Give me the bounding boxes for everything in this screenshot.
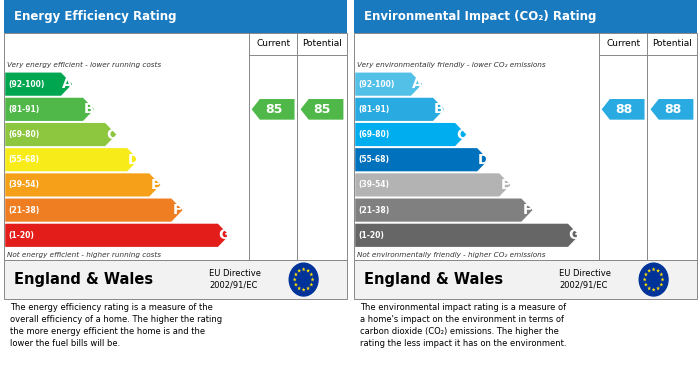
Text: A: A xyxy=(62,77,73,91)
Text: Current: Current xyxy=(606,39,641,48)
Polygon shape xyxy=(5,123,116,146)
Polygon shape xyxy=(5,148,139,171)
Text: G: G xyxy=(218,228,230,242)
Bar xyxy=(354,33,696,260)
Text: 85: 85 xyxy=(314,103,331,116)
Polygon shape xyxy=(355,73,422,96)
Polygon shape xyxy=(5,173,160,197)
Text: C: C xyxy=(456,127,466,142)
Text: (1-20): (1-20) xyxy=(8,231,34,240)
Text: EU Directive
2002/91/EC: EU Directive 2002/91/EC xyxy=(209,269,261,290)
Polygon shape xyxy=(652,267,655,271)
Polygon shape xyxy=(5,199,183,222)
Text: (81-91): (81-91) xyxy=(8,105,40,114)
Polygon shape xyxy=(309,282,314,287)
Text: F: F xyxy=(173,203,182,217)
Text: England & Wales: England & Wales xyxy=(14,272,153,287)
Circle shape xyxy=(639,263,668,296)
Text: (92-100): (92-100) xyxy=(8,80,45,89)
Polygon shape xyxy=(306,286,310,290)
Text: A: A xyxy=(412,77,423,91)
Text: (69-80): (69-80) xyxy=(358,130,390,139)
Polygon shape xyxy=(656,286,660,290)
Text: 85: 85 xyxy=(265,103,282,116)
Polygon shape xyxy=(5,224,229,247)
Polygon shape xyxy=(293,277,297,282)
Text: Current: Current xyxy=(256,39,290,48)
Polygon shape xyxy=(309,272,314,276)
Polygon shape xyxy=(355,173,510,197)
Polygon shape xyxy=(252,99,295,120)
Text: (39-54): (39-54) xyxy=(358,180,390,189)
Polygon shape xyxy=(661,277,664,282)
Text: (21-38): (21-38) xyxy=(8,206,40,215)
Polygon shape xyxy=(355,224,579,247)
Polygon shape xyxy=(355,98,444,121)
Circle shape xyxy=(289,263,318,296)
Text: Not energy efficient - higher running costs: Not energy efficient - higher running co… xyxy=(7,252,161,258)
Text: Potential: Potential xyxy=(302,39,342,48)
Bar xyxy=(354,0,696,33)
Polygon shape xyxy=(650,99,694,120)
Text: D: D xyxy=(477,153,489,167)
Text: E: E xyxy=(500,178,510,192)
Text: Very environmentally friendly - lower CO₂ emissions: Very environmentally friendly - lower CO… xyxy=(357,61,545,68)
Polygon shape xyxy=(648,286,651,290)
Text: 88: 88 xyxy=(664,103,681,116)
Bar xyxy=(4,0,346,33)
Text: Energy Efficiency Rating: Energy Efficiency Rating xyxy=(14,10,176,23)
Polygon shape xyxy=(355,199,533,222)
Polygon shape xyxy=(302,267,305,271)
Text: England & Wales: England & Wales xyxy=(364,272,503,287)
Polygon shape xyxy=(355,148,489,171)
Polygon shape xyxy=(355,123,466,146)
Polygon shape xyxy=(5,98,95,121)
Polygon shape xyxy=(659,272,664,276)
Text: The environmental impact rating is a measure of
a home's impact on the environme: The environmental impact rating is a mea… xyxy=(360,303,567,348)
Text: (92-100): (92-100) xyxy=(358,80,395,89)
Polygon shape xyxy=(644,272,648,276)
Polygon shape xyxy=(306,269,310,273)
Bar xyxy=(354,260,696,299)
Polygon shape xyxy=(644,282,648,287)
Text: The energy efficiency rating is a measure of the
overall efficiency of a home. T: The energy efficiency rating is a measur… xyxy=(10,303,223,348)
Polygon shape xyxy=(5,73,72,96)
Polygon shape xyxy=(652,287,655,292)
Polygon shape xyxy=(298,269,301,273)
Text: Potential: Potential xyxy=(652,39,692,48)
Text: C: C xyxy=(106,127,116,142)
Text: EU Directive
2002/91/EC: EU Directive 2002/91/EC xyxy=(559,269,611,290)
Polygon shape xyxy=(648,269,651,273)
Text: Environmental Impact (CO₂) Rating: Environmental Impact (CO₂) Rating xyxy=(364,10,596,23)
Text: (55-68): (55-68) xyxy=(358,155,390,164)
Text: Very energy efficient - lower running costs: Very energy efficient - lower running co… xyxy=(7,61,161,68)
Text: D: D xyxy=(127,153,139,167)
Text: (1-20): (1-20) xyxy=(358,231,384,240)
Text: F: F xyxy=(523,203,532,217)
Polygon shape xyxy=(643,277,647,282)
Polygon shape xyxy=(302,287,305,292)
Text: 88: 88 xyxy=(615,103,632,116)
Polygon shape xyxy=(602,99,645,120)
Text: (69-80): (69-80) xyxy=(8,130,40,139)
Text: E: E xyxy=(150,178,160,192)
Polygon shape xyxy=(294,282,298,287)
Text: (21-38): (21-38) xyxy=(358,206,390,215)
Bar xyxy=(4,260,346,299)
Polygon shape xyxy=(298,286,301,290)
Polygon shape xyxy=(311,277,314,282)
Text: Not environmentally friendly - higher CO₂ emissions: Not environmentally friendly - higher CO… xyxy=(357,252,545,258)
Text: B: B xyxy=(434,102,444,117)
Text: (81-91): (81-91) xyxy=(358,105,390,114)
Bar xyxy=(4,33,346,260)
Polygon shape xyxy=(659,282,664,287)
Polygon shape xyxy=(656,269,660,273)
Polygon shape xyxy=(300,99,344,120)
Text: G: G xyxy=(568,228,580,242)
Text: B: B xyxy=(84,102,95,117)
Polygon shape xyxy=(294,272,298,276)
Text: (39-54): (39-54) xyxy=(8,180,40,189)
Text: (55-68): (55-68) xyxy=(8,155,40,164)
